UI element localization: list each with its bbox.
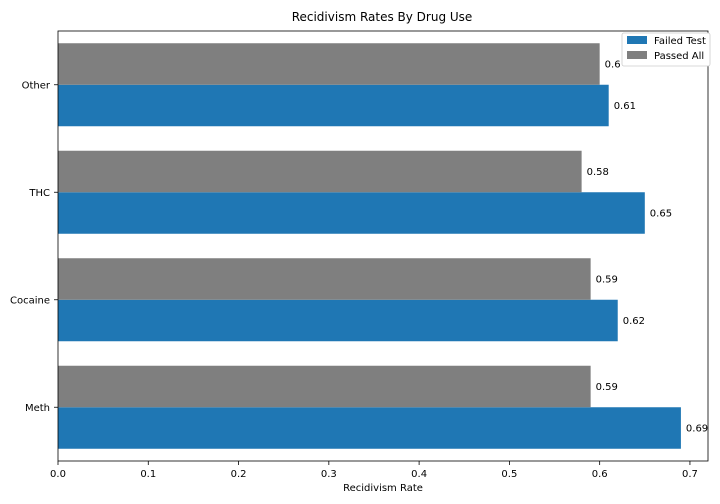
data-label-passed-all-cocaine: 0.59 xyxy=(596,275,618,286)
x-tick-label-0: 0.0 xyxy=(50,469,66,480)
x-tick-label-1: 0.1 xyxy=(140,469,156,480)
x-tick-label-7: 0.7 xyxy=(682,469,698,480)
legend-swatch-passed-all xyxy=(627,51,647,59)
x-tick-label-6: 0.6 xyxy=(592,469,608,480)
plot-area: 0.69 0.59 Meth 0.62 0.59 Cocaine 0.65 0.58 THC 0.… xyxy=(10,43,708,449)
bar-failed-test-other xyxy=(58,84,609,127)
legend-label-failed-test: Failed Test xyxy=(654,36,706,47)
data-label-passed-all-thc: 0.58 xyxy=(587,167,609,178)
bar-failed-test-meth xyxy=(58,407,681,449)
legend-label-passed-all: Passed All xyxy=(654,51,704,62)
y-tick-label-cocaine: Cocaine xyxy=(10,295,50,306)
legend: Failed Test Passed All xyxy=(621,32,711,67)
x-tick-label-2: 0.2 xyxy=(231,469,247,480)
y-tick-label-thc: THC xyxy=(28,188,50,199)
data-label-passed-all-other: 0.6 xyxy=(605,60,621,71)
legend-swatch-failed-test xyxy=(627,36,647,44)
data-label-failed-test-thc: 0.65 xyxy=(650,209,672,220)
x-tick-label-3: 0.3 xyxy=(321,469,337,480)
data-label-failed-test-meth: 0.69 xyxy=(686,424,708,435)
bar-passed-all-cocaine xyxy=(58,258,591,300)
data-label-passed-all-meth: 0.59 xyxy=(596,382,618,393)
x-tick-label-5: 0.5 xyxy=(501,469,517,480)
y-tick-label-meth: Meth xyxy=(25,403,50,414)
x-tick-label-4: 0.4 xyxy=(411,469,427,480)
bar-failed-test-thc xyxy=(58,192,645,234)
chart-title: Recidivism Rates By Drug Use xyxy=(292,10,473,24)
plot-frame xyxy=(57,30,709,462)
y-tick-label-other: Other xyxy=(22,80,51,91)
bar-passed-all-other xyxy=(58,43,600,85)
bar-passed-all-thc xyxy=(58,150,582,193)
bar-passed-all-meth xyxy=(58,365,591,408)
x-axis-label: Recidivism Rate xyxy=(343,483,423,494)
data-label-failed-test-cocaine: 0.62 xyxy=(623,316,645,327)
bar-failed-test-cocaine xyxy=(58,299,618,342)
data-label-failed-test-other: 0.61 xyxy=(614,101,636,112)
